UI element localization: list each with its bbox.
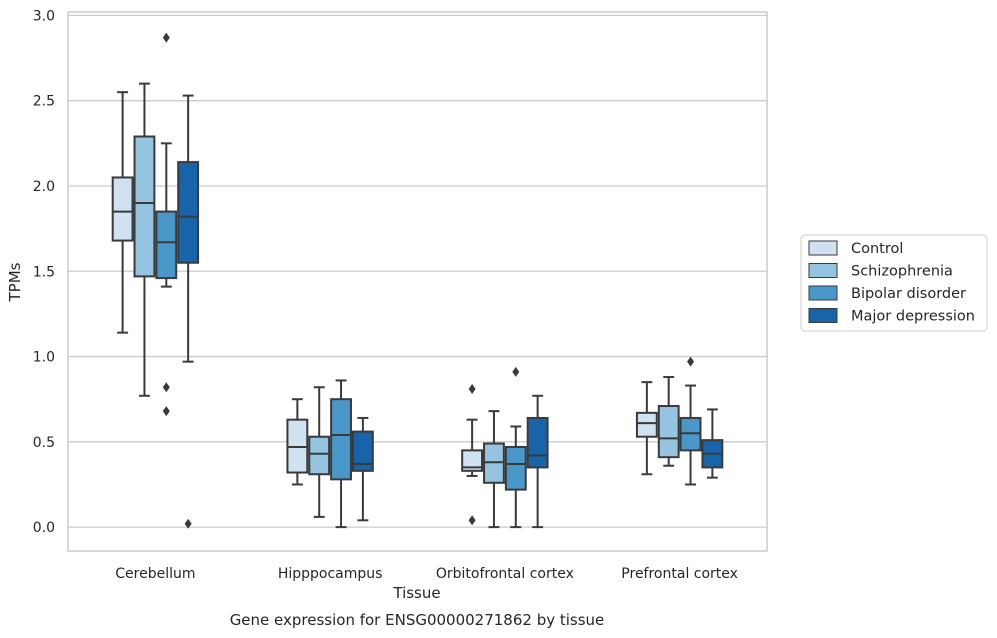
outlier-point	[468, 515, 476, 526]
x-axis-label: Tissue	[392, 584, 440, 602]
box-bipolar-disorder	[504, 366, 527, 529]
x-tick-label: Cerebellum	[115, 566, 195, 582]
legend-label: Bipolar disorder	[851, 286, 966, 302]
x-tick-label: Prefrontal cortex	[621, 566, 738, 582]
legend-label: Control	[851, 241, 903, 257]
y-axis-label: TPMs	[6, 262, 24, 302]
x-axis-ticks: Cerebellum Hipppocampus Orbitofrontal cort…	[115, 566, 738, 582]
legend: Control Schizophrenia Bipolar disorder Majo…	[800, 234, 988, 332]
plot-area-frame	[67, 11, 768, 552]
box-schizophrenia	[483, 410, 505, 529]
outlier-point	[162, 32, 170, 43]
y-tick-label: 2.5	[33, 94, 55, 110]
box-control	[111, 91, 134, 334]
legend-swatch	[808, 263, 838, 278]
box-major-depression	[177, 94, 200, 529]
box-major-depression	[701, 408, 724, 479]
iqr-box	[177, 161, 200, 264]
outlier-point	[162, 382, 170, 393]
iqr-box	[111, 176, 134, 242]
box-bipolar-disorder	[330, 379, 352, 529]
box-bipolar-disorder	[679, 356, 702, 486]
box-control	[286, 398, 309, 486]
outlier-point	[687, 356, 695, 367]
outlier-point	[162, 406, 170, 417]
iqr-box	[526, 416, 549, 469]
y-tick-label: 1.0	[33, 350, 55, 366]
iqr-box	[330, 398, 352, 481]
iqr-box	[351, 430, 374, 472]
box-control	[461, 383, 484, 526]
legend-swatch	[808, 285, 838, 301]
iqr-box	[308, 435, 331, 476]
box-schizophrenia	[657, 376, 680, 467]
iqr-box	[461, 449, 484, 472]
iqr-box	[155, 210, 178, 280]
legend-swatch	[808, 308, 838, 323]
outlier-point	[468, 383, 476, 394]
y-tick-label: 0.0	[33, 520, 55, 536]
x-tick-label: Orbitofrontal cortex	[436, 566, 574, 582]
box-bipolar-disorder	[155, 32, 178, 417]
box-control	[635, 381, 658, 476]
box-major-depression	[526, 394, 549, 529]
x-tick-label: Hipppocampus	[278, 566, 383, 582]
y-tick-label: 3.0	[33, 8, 55, 24]
y-axis-ticks: 0.0 0.5 1.0 1.5 2.0 2.5 3.0	[33, 8, 55, 536]
iqr-box	[657, 405, 680, 459]
y-tick-label: 2.0	[33, 179, 55, 195]
box-major-depression	[351, 416, 374, 522]
chart-caption: Gene expression for ENSG00000271862 by t…	[230, 611, 605, 629]
boxes	[111, 32, 724, 529]
box-schizophrenia	[133, 82, 156, 397]
legend-label: Major depression	[851, 309, 975, 325]
iqr-box	[133, 135, 156, 278]
y-tick-label: 1.5	[33, 264, 55, 280]
y-tick-label: 0.5	[33, 435, 55, 451]
iqr-box	[504, 445, 527, 491]
iqr-box	[635, 411, 658, 438]
legend-swatch	[808, 240, 838, 256]
box-schizophrenia	[308, 386, 331, 518]
legend-label: Schizophrenia	[851, 264, 953, 280]
outlier-point	[512, 366, 520, 377]
outlier-point	[184, 518, 192, 529]
legend-frame	[800, 234, 988, 332]
